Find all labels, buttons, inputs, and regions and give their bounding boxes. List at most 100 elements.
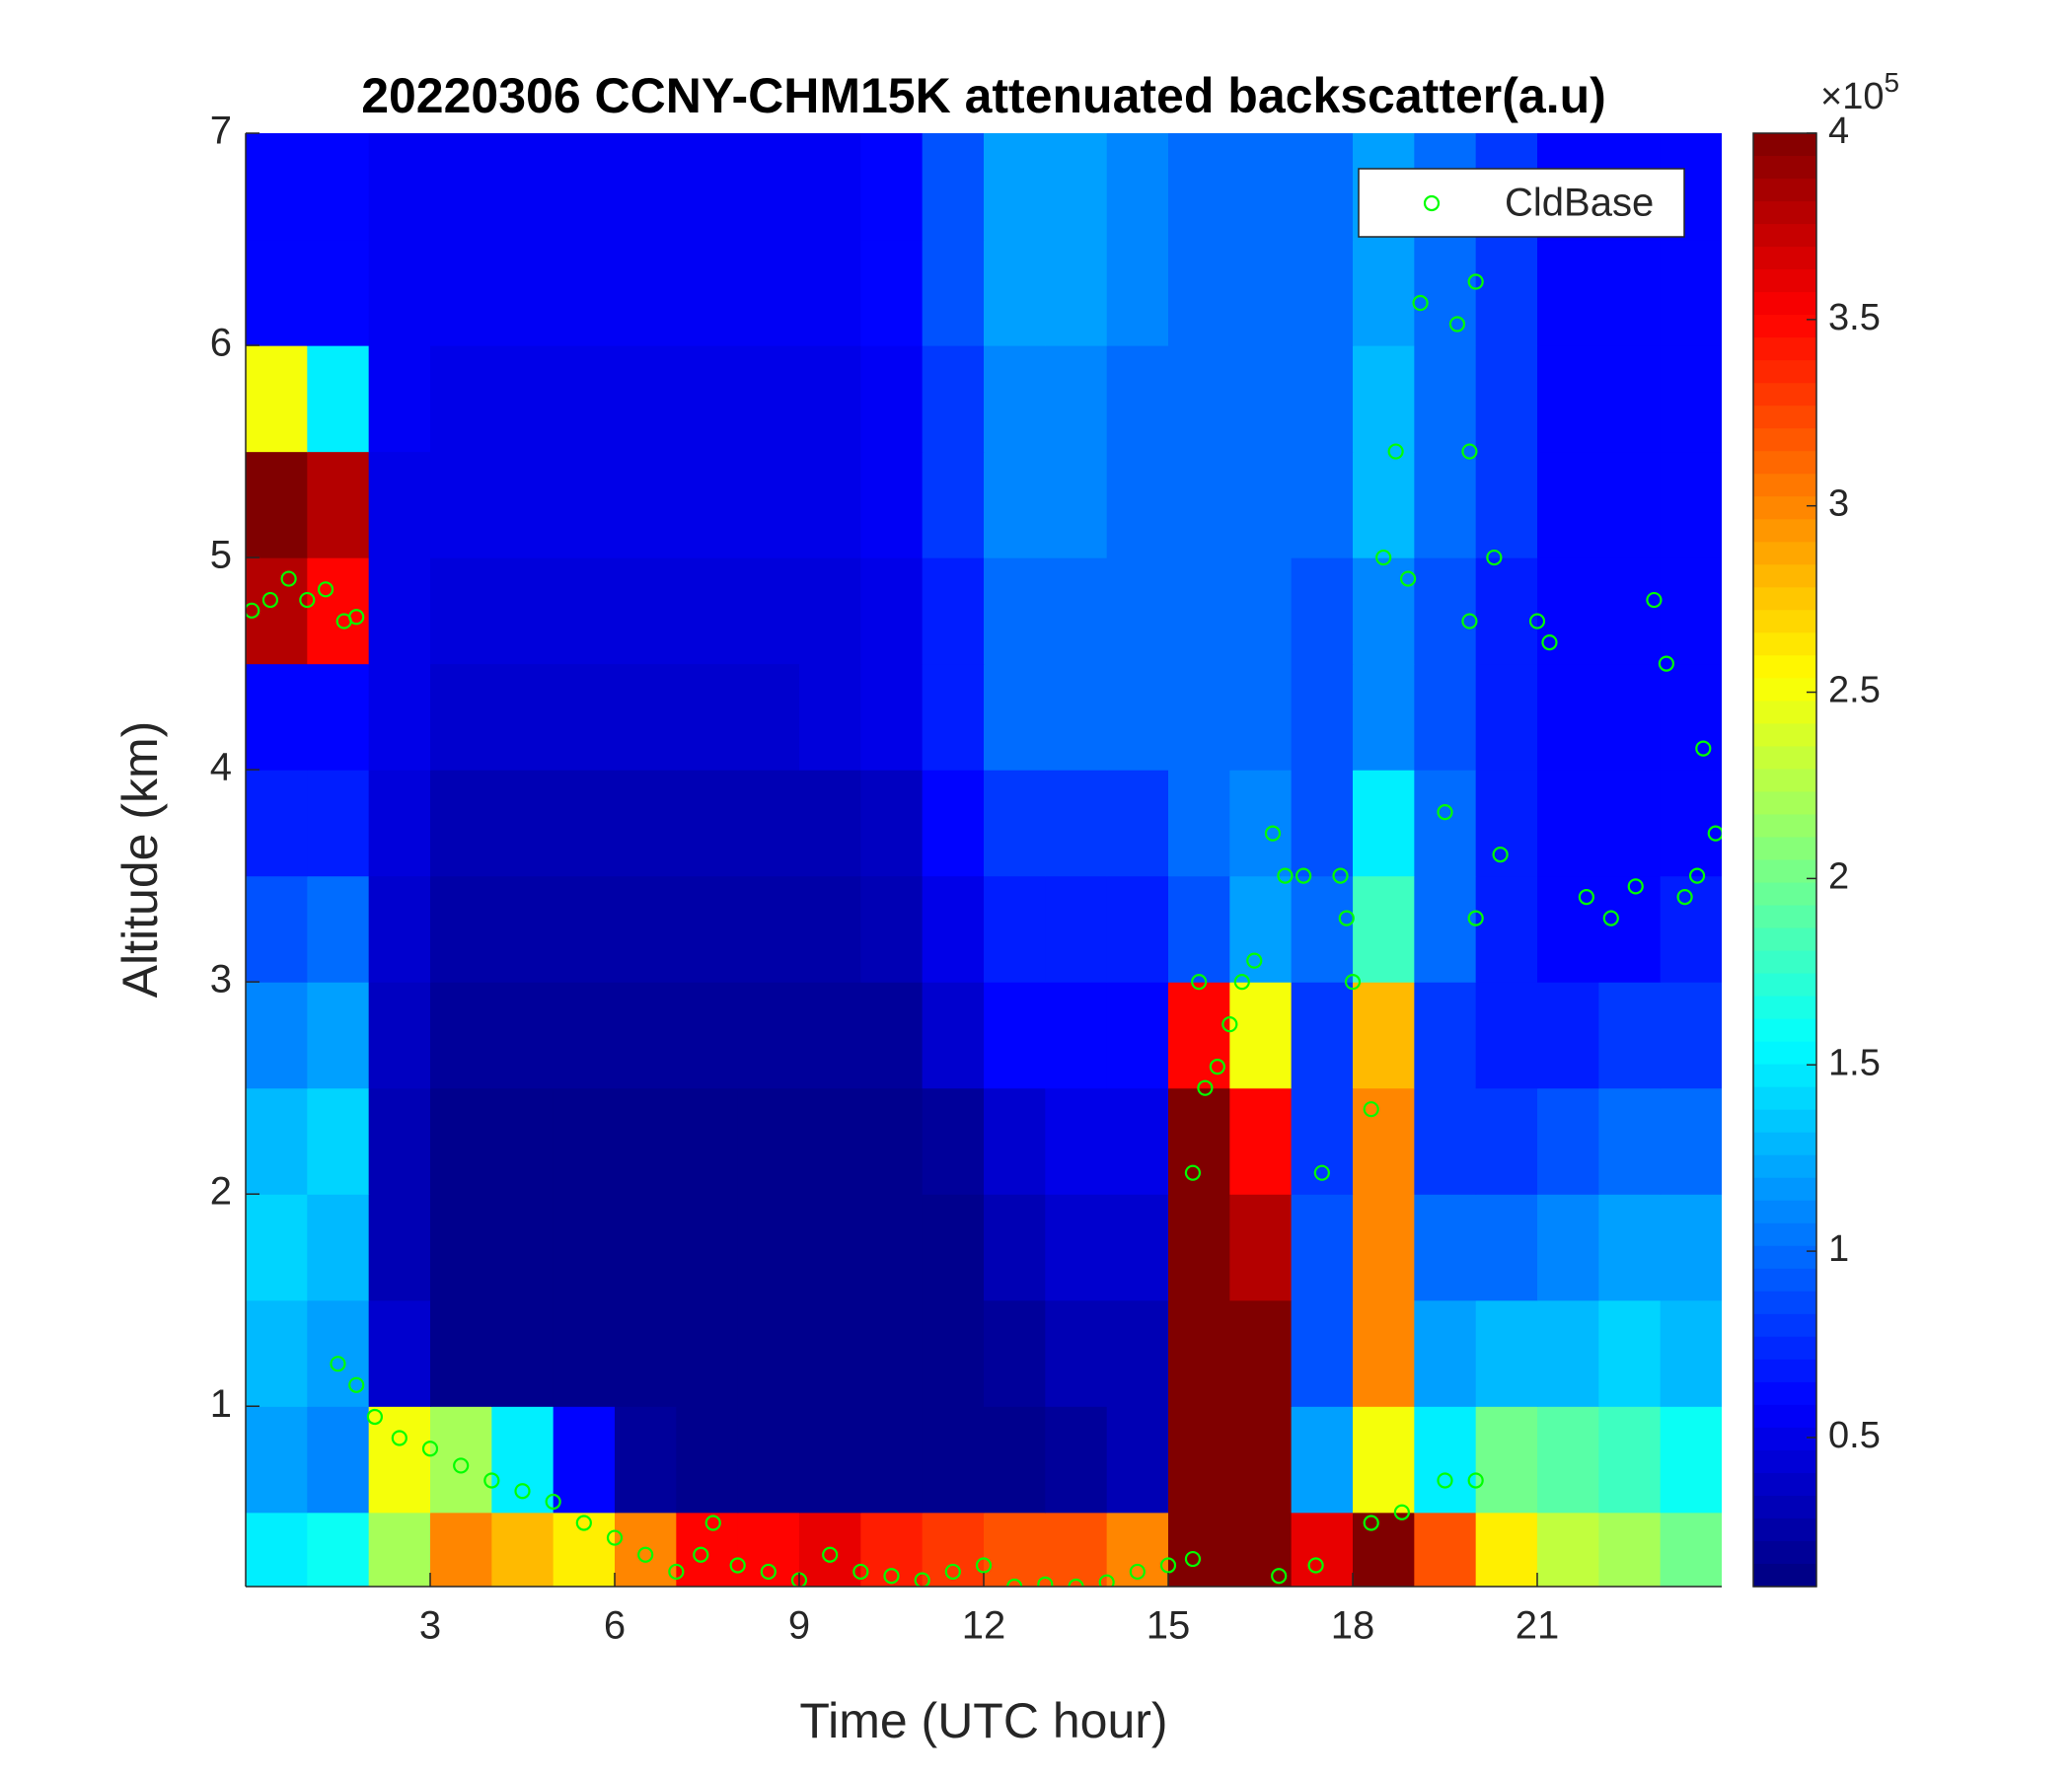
heatmap-cell [1291,1194,1354,1301]
cloud-base-marker [852,1563,869,1581]
heatmap-cell [246,451,308,558]
heatmap-cell [737,1299,800,1407]
heatmap-cell [246,557,308,665]
heatmap-cell [737,345,800,453]
heatmap-cell [246,982,308,1089]
heatmap-cell [737,875,800,983]
cloud-base-marker [1437,1472,1453,1489]
colorbar-step [1753,224,1816,248]
x-tick-label: 21 [1516,1604,1560,1648]
heatmap-cell [984,1299,1046,1407]
cloud-base-marker [261,591,279,609]
heatmap-cell [1537,1087,1599,1195]
heatmap-cell [1106,770,1169,877]
heatmap-cell [1229,1087,1293,1195]
heatmap-cell [1229,1299,1293,1407]
cloud-base-marker [1338,910,1355,926]
cloud-base-marker [1277,867,1294,884]
heatmap-cell [1660,1512,1722,1587]
heatmap-cell [553,557,616,665]
colorbar-step [1753,882,1816,907]
cloud-base-marker [1271,1568,1288,1585]
colorbar-step [1753,632,1816,656]
heatmap-cell [676,451,739,558]
colorbar-step [1753,269,1816,293]
heatmap-cell [1045,1299,1108,1407]
colorbar-step [1753,1449,1816,1474]
colorbar-step [1753,769,1816,793]
heatmap-cell [676,1087,739,1195]
heatmap-cell [430,982,492,1089]
heatmap-cell [1475,451,1538,558]
cloud-base-marker [1448,316,1466,333]
heatmap-cell [615,1087,677,1195]
heatmap-cell [1045,557,1108,665]
heatmap-cell [1229,557,1293,665]
colorbar-step [1753,996,1816,1020]
cloud-base-marker [1486,549,1503,566]
colorbar-step [1753,1154,1816,1179]
heatmap-cell [1291,1406,1354,1514]
x-tick-label: 18 [1331,1604,1375,1648]
cloud-base-marker [1492,847,1509,863]
heatmap-cell [676,875,739,983]
cloud-base-marker [1221,1016,1238,1033]
colorbar-tick-label: 3.5 [1828,297,1881,338]
heatmap-cell [1537,982,1599,1089]
heatmap-cell [1537,1512,1599,1587]
cloud-base-marker [1467,910,1484,926]
heatmap-cell [922,239,985,346]
heatmap-cell [1475,345,1538,453]
heatmap-cell [922,663,985,771]
heatmap-cell [368,770,431,877]
heatmap-cell [1045,1406,1108,1514]
colorbar-step [1753,360,1816,384]
colorbar-step [1753,1041,1816,1066]
cloud-base-marker [883,1568,900,1585]
heatmap-cell [1660,770,1722,877]
heatmap-cell [368,1299,431,1407]
heatmap-cell [1414,875,1477,983]
heatmap-cell [307,1512,370,1587]
heatmap-cell [1537,239,1599,346]
heatmap-cell [1291,770,1354,877]
heatmap-cell [1414,345,1477,453]
heatmap-cell [922,1194,985,1301]
heatmap-cell [922,770,985,877]
heatmap-cell [368,239,431,346]
heatmap-cell [984,557,1046,665]
heatmap-cell [246,875,308,983]
heatmap-cell [1291,982,1354,1089]
cloud-base-marker [693,1546,709,1563]
heatmap-cell [922,133,985,241]
heatmap-cell [737,663,800,771]
multiplier-exponent: 5 [1884,67,1899,98]
heatmap-cell [676,770,739,877]
heatmap-cell [1660,557,1722,665]
heatmap-cell [430,451,492,558]
heatmap-cell [1598,982,1662,1089]
heatmap-cell [491,557,555,665]
heatmap-cell [799,1406,861,1514]
heatmap-cell [1475,982,1538,1089]
heatmap-cell [860,1299,924,1407]
heatmap-cell [1353,982,1415,1089]
heatmap-cell [368,1512,431,1587]
heatmap-cell [860,663,924,771]
heatmap-cell [1414,770,1477,877]
heatmap-cell [615,133,677,241]
heatmap-cell [553,1087,616,1195]
heatmap-cell [1598,875,1662,983]
cloud-base-marker [1307,1557,1324,1574]
cloud-base-marker [1528,613,1546,629]
heatmap-cell [1660,875,1722,983]
heatmap-cell [1229,1512,1293,1587]
heatmap-cell [1475,663,1538,771]
heatmap-cell [984,345,1046,453]
colorbar-step [1753,1540,1816,1565]
y-tick-label: 4 [210,746,232,789]
colorbar-step [1753,542,1816,565]
heatmap-cell [1106,1406,1169,1514]
heatmap-cell [1291,1512,1354,1587]
heatmap-cell [1353,345,1415,453]
